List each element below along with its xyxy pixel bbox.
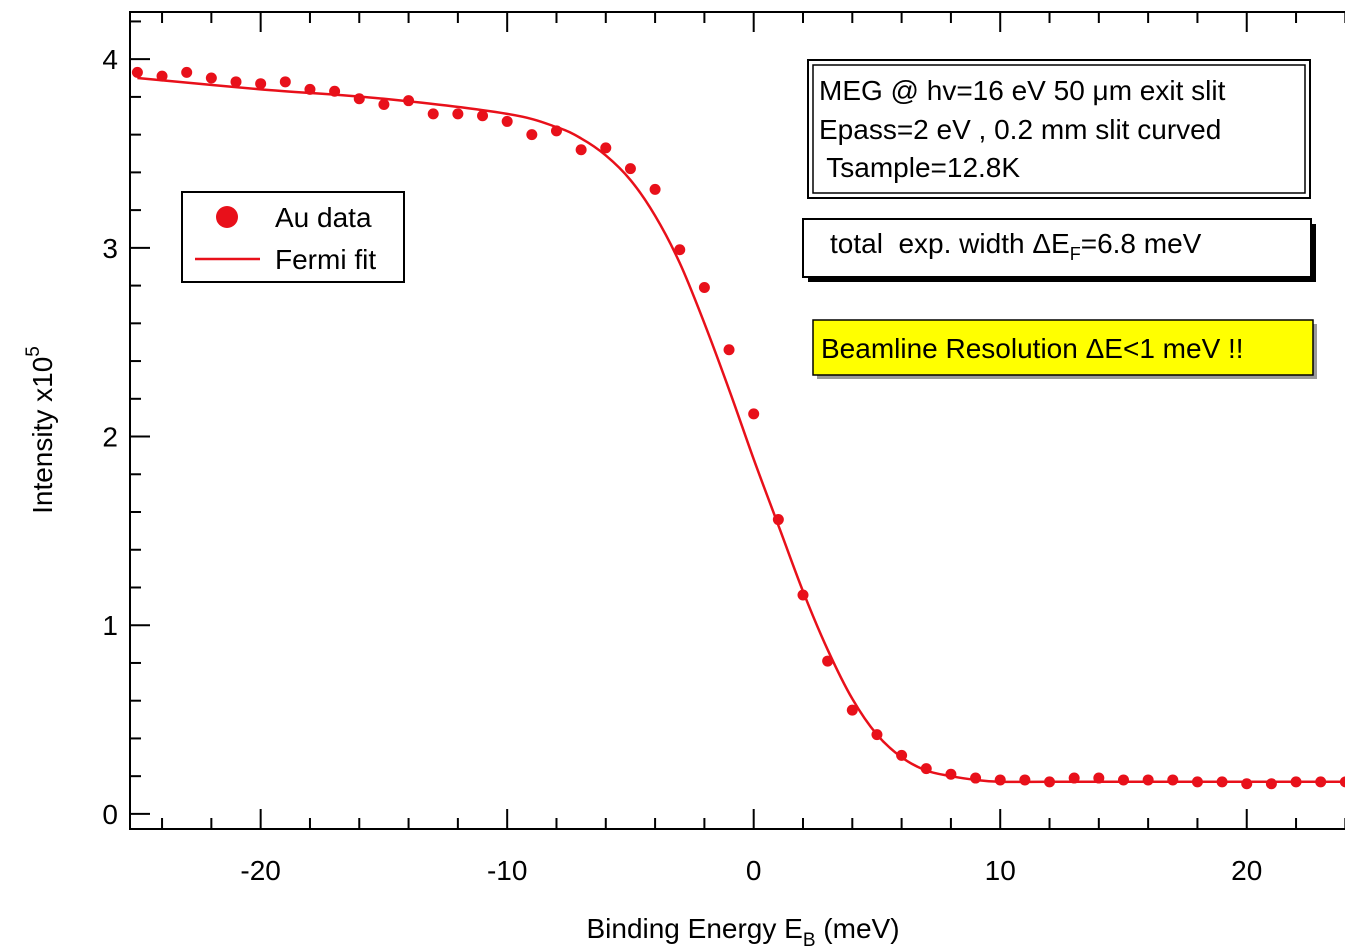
au-data-point xyxy=(501,115,513,127)
au-data-point xyxy=(205,72,217,84)
resolution-annotation: Beamline Resolution ΔE<1 meV !! xyxy=(812,319,1317,379)
au-data-point xyxy=(822,655,834,667)
x-axis-title: Binding Energy EB (meV) xyxy=(586,913,899,950)
x-axis-ticks xyxy=(161,12,1345,829)
au-data-point xyxy=(1191,776,1203,788)
au-data-point xyxy=(156,70,168,82)
y-tick-label: 4 xyxy=(102,44,118,75)
au-data-point xyxy=(1241,778,1253,790)
au-data-point xyxy=(1093,772,1105,784)
au-data-point xyxy=(181,66,193,78)
au-data-point xyxy=(1167,774,1179,786)
au-data-point xyxy=(550,125,562,137)
au-data-point xyxy=(871,729,883,741)
width-text: total exp. width ΔEF=6.8 meV xyxy=(830,228,1202,264)
au-data-point xyxy=(230,76,242,88)
au-data-point xyxy=(674,244,686,256)
width-annotation: total exp. width ΔEF=6.8 meV xyxy=(802,218,1316,282)
y-tick-label: 0 xyxy=(102,799,118,830)
au-data-point xyxy=(1315,776,1327,788)
x-axis-tick-labels: -20 -10 0 10 20 xyxy=(240,855,1262,886)
au-data-point xyxy=(994,774,1006,786)
info-box-inner xyxy=(812,64,1306,194)
plot-frame xyxy=(129,11,1345,830)
x-tick-label: 0 xyxy=(746,855,762,886)
info-line-3: Tsample=12.8K xyxy=(819,152,1020,183)
au-data-point xyxy=(1068,772,1080,784)
au-data-point xyxy=(1019,774,1031,786)
au-data-point xyxy=(945,768,957,780)
au-data-point xyxy=(920,763,932,775)
au-data-point xyxy=(279,76,291,88)
x-tick-label: -10 xyxy=(487,855,527,886)
info-line-2: Epass=2 eV , 0.2 mm slit curved xyxy=(819,114,1221,145)
legend-label-au-data: Au data xyxy=(275,202,372,233)
au-data-point xyxy=(896,749,908,761)
au-data-point xyxy=(748,408,760,420)
y-tick-label: 1 xyxy=(102,610,118,641)
au-data-point xyxy=(1339,776,1345,788)
info-box-outer xyxy=(807,59,1311,199)
au-data-point xyxy=(575,144,587,156)
au-data-point xyxy=(1142,774,1154,786)
x-tick-label: 20 xyxy=(1231,855,1262,886)
y-tick-label: 2 xyxy=(102,422,118,453)
y-axis-tick-labels: 0 1 2 3 4 xyxy=(102,44,118,830)
au-data-point xyxy=(624,163,636,175)
au-data-point xyxy=(797,589,809,601)
au-data-point xyxy=(452,108,464,120)
au-data-point xyxy=(304,83,316,95)
au-data-point xyxy=(1044,776,1056,788)
au-data-point xyxy=(378,98,390,110)
info-annotation: MEG @ hv=16 eV 50 μm exit slit Epass=2 e… xyxy=(807,59,1311,199)
au-data-point xyxy=(600,142,612,154)
au-data-point xyxy=(526,129,538,141)
au-data-point xyxy=(970,772,982,784)
au-data-point xyxy=(255,78,267,90)
au-data-point xyxy=(477,110,489,122)
au-data-point xyxy=(698,281,710,293)
x-tick-label: 10 xyxy=(985,855,1016,886)
au-data-point xyxy=(1117,774,1129,786)
au-data-point xyxy=(329,85,341,97)
legend: Au data Fermi fit xyxy=(181,191,405,283)
au-data-point xyxy=(427,108,439,120)
y-axis-ticks xyxy=(130,20,150,815)
au-data-point xyxy=(772,514,784,526)
resolution-box xyxy=(812,319,1314,376)
legend-dot-marker xyxy=(216,206,238,228)
x-tick-label: -20 xyxy=(240,855,280,886)
legend-label-fermi-fit: Fermi fit xyxy=(275,244,376,275)
au-data-layer xyxy=(131,66,1345,790)
au-data-point xyxy=(353,93,365,105)
resolution-text: Beamline Resolution ΔE<1 meV !! xyxy=(821,333,1244,364)
au-data-point xyxy=(846,704,858,716)
y-axis-title: Intensity x105 xyxy=(23,346,58,514)
au-data-point xyxy=(649,183,661,195)
legend-box xyxy=(181,191,405,283)
au-data-point xyxy=(723,344,735,356)
au-data-point xyxy=(131,66,143,78)
au-data-point xyxy=(403,95,415,107)
au-data-point xyxy=(1265,778,1277,790)
y-tick-label: 3 xyxy=(102,233,118,264)
info-line-1: MEG @ hv=16 eV 50 μm exit slit xyxy=(819,75,1226,106)
width-box xyxy=(802,218,1312,278)
au-data-point xyxy=(1216,776,1228,788)
au-data-point xyxy=(1290,776,1302,788)
